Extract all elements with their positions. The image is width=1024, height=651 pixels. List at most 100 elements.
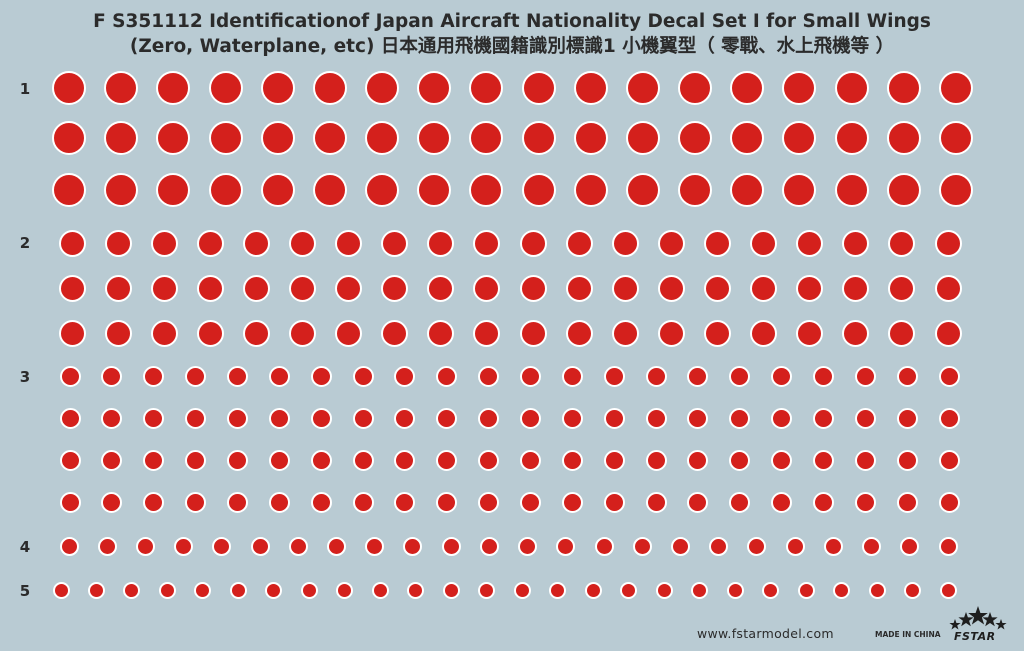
roundel-decal: [888, 319, 916, 347]
roundel-decal: [59, 365, 81, 387]
roundel-decal: [687, 407, 709, 429]
roundel-decal: [300, 581, 318, 599]
roundel-decal: [762, 581, 780, 599]
roundel-decal: [104, 71, 139, 105]
roundel-decal: [730, 121, 765, 155]
roundel-decal: [782, 173, 817, 207]
roundel-decal: [594, 536, 614, 556]
roundel-decal: [242, 274, 270, 302]
group-label-4: 4: [19, 538, 31, 556]
roundel-decal: [519, 449, 541, 471]
roundel-decal: [226, 407, 248, 429]
roundel-decal: [394, 491, 416, 513]
roundel-decal: [260, 121, 295, 155]
roundel-decal: [158, 581, 176, 599]
roundel-decal: [729, 491, 751, 513]
roundel-decal: [687, 449, 709, 471]
roundel-decal: [625, 173, 660, 207]
roundel-decal: [896, 491, 918, 513]
roundel-decal: [436, 407, 458, 429]
roundel-decal: [934, 274, 962, 302]
roundel-decal: [417, 71, 452, 105]
roundel-decal: [842, 319, 870, 347]
roundel-decal: [352, 449, 374, 471]
roundel-decal: [327, 536, 347, 556]
roundel-decal: [862, 536, 882, 556]
roundel-decal: [289, 319, 317, 347]
roundel-decal: [812, 407, 834, 429]
roundel-decal: [519, 274, 547, 302]
roundel-decal: [478, 407, 500, 429]
roundel-decal: [194, 581, 212, 599]
roundel-decal: [479, 536, 499, 556]
roundel-decal: [796, 229, 824, 257]
roundel-decal: [268, 491, 290, 513]
roundel-decal: [678, 121, 713, 155]
roundel-decal: [52, 71, 86, 105]
roundel-decal: [265, 581, 283, 599]
roundel-decal: [561, 449, 583, 471]
roundel-decal: [886, 121, 921, 155]
roundel-decal: [336, 581, 354, 599]
group-label-1: 1: [19, 80, 31, 98]
roundel-decal: [729, 407, 751, 429]
roundel-decal: [632, 536, 652, 556]
roundel-decal: [381, 274, 409, 302]
roundel-decal: [289, 229, 317, 257]
group-label-3: 3: [19, 368, 31, 386]
brand-text: FSTAR: [954, 630, 996, 643]
roundel-decal: [573, 71, 608, 105]
roundel-decal: [703, 229, 731, 257]
roundel-decal: [394, 365, 416, 387]
roundel-decal: [143, 491, 165, 513]
roundel-decal: [312, 71, 347, 105]
roundel-decal: [896, 365, 918, 387]
roundel-decal: [771, 449, 793, 471]
roundel-decal: [888, 274, 916, 302]
roundel-decal: [288, 536, 308, 556]
roundel-decal: [561, 491, 583, 513]
roundel-decal: [938, 491, 960, 513]
roundel-decal: [52, 173, 86, 207]
roundel-decal: [365, 121, 400, 155]
roundel-decal: [797, 581, 815, 599]
roundel-decal: [260, 71, 295, 105]
roundel-decal: [59, 491, 81, 513]
roundel-decal: [473, 274, 501, 302]
roundel-decal: [729, 365, 751, 387]
roundel-decal: [268, 407, 290, 429]
roundel-decal: [104, 229, 132, 257]
roundel-decal: [796, 319, 824, 347]
roundel-decal: [703, 274, 731, 302]
roundel-decal: [352, 407, 374, 429]
roundel-decal: [123, 581, 141, 599]
made-in-text: MADE IN CHINA: [875, 630, 941, 639]
roundel-decal: [812, 449, 834, 471]
roundel-decal: [473, 229, 501, 257]
roundel-decal: [310, 449, 332, 471]
roundel-decal: [268, 365, 290, 387]
roundel-decal: [750, 274, 778, 302]
roundel-decal: [208, 173, 243, 207]
roundel-decal: [833, 581, 851, 599]
roundel-decal: [620, 581, 638, 599]
roundel-decal: [289, 274, 317, 302]
roundel-decal: [58, 319, 86, 347]
roundel-decal: [150, 274, 178, 302]
roundel-decal: [365, 536, 385, 556]
roundel-decal: [519, 365, 541, 387]
roundel-decal: [436, 365, 458, 387]
roundel-decal: [478, 449, 500, 471]
roundel-decal: [150, 229, 178, 257]
roundel-decal: [143, 365, 165, 387]
roundel-decal: [365, 173, 400, 207]
roundel-decal: [513, 581, 531, 599]
roundel-decal: [573, 173, 608, 207]
roundel-decal: [896, 407, 918, 429]
roundel-decal: [854, 407, 876, 429]
roundel-decal: [771, 365, 793, 387]
roundel-decal: [394, 407, 416, 429]
roundel-decal: [785, 536, 805, 556]
roundel-decal: [212, 536, 232, 556]
roundel-decal: [469, 71, 504, 105]
